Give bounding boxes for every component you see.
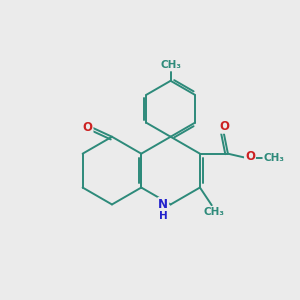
- Text: O: O: [245, 150, 255, 163]
- Text: CH₃: CH₃: [263, 153, 284, 163]
- Text: O: O: [82, 122, 92, 134]
- Text: N: N: [158, 198, 168, 211]
- Text: CH₃: CH₃: [160, 61, 181, 70]
- Text: O: O: [219, 120, 229, 133]
- Text: H: H: [159, 211, 168, 221]
- Text: CH₃: CH₃: [204, 207, 225, 217]
